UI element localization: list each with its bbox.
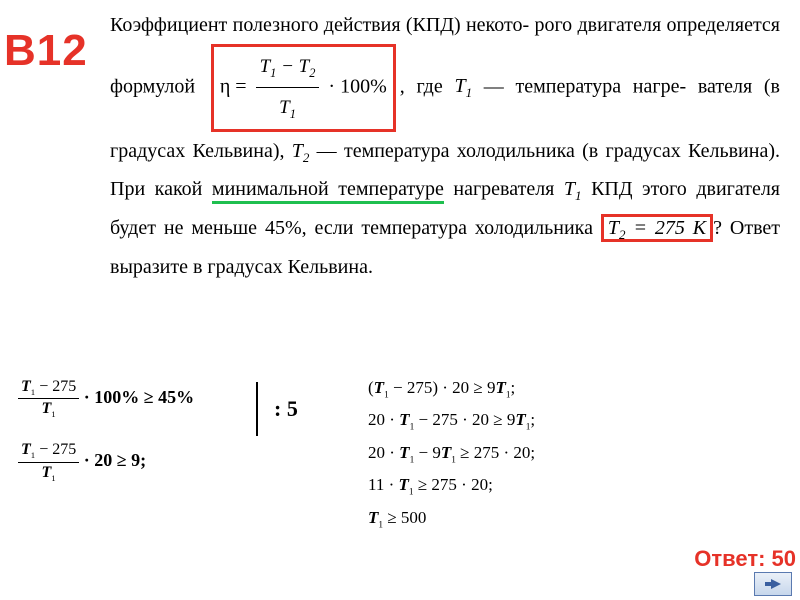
ineq-text: · 100% ≥ 45% (84, 387, 194, 407)
solution-step: T1 − 275 T1 · 20 ≥ 9; (18, 441, 248, 482)
task-number: В12 (4, 26, 88, 76)
problem-text-part: ? Ответ (713, 217, 780, 239)
formula-tail: · 100% (328, 75, 386, 97)
eta-equals: η = (220, 75, 247, 97)
formula-fraction: T1 − T2 T1 (256, 49, 320, 127)
t2-value-box: T2 = 275 К (601, 214, 713, 242)
divide-by-5: : 5 (274, 396, 298, 422)
arrow-right-icon (763, 577, 783, 591)
answer-label: Ответ: 50 (694, 546, 796, 572)
problem-text-part: нагревателя (444, 178, 564, 200)
solution-step: 11 · T1 ≥ 275 · 20; (368, 475, 718, 497)
solution-right-column: (T1 − 275) · 20 ≥ 9T1; 20 · T1 − 275 · 2… (368, 378, 718, 540)
problem-text-part: , где (400, 75, 455, 97)
ineq-text: · 20 ≥ 9; (84, 450, 146, 470)
solution-step: (T1 − 275) · 20 ≥ 9T1; (368, 378, 718, 400)
solution-left-column: T1 − 275 T1 · 100% ≥ 45% T1 − 275 T1 · 2… (18, 378, 248, 505)
solution-step: T1 ≥ 500 (368, 508, 718, 530)
next-slide-button[interactable] (754, 572, 792, 596)
t2-symbol: T2 (292, 140, 310, 162)
underlined-phrase: минимальной температуре (212, 178, 444, 204)
task-number-text: В12 (4, 26, 88, 75)
problem-text-part: КПД (582, 178, 633, 200)
vertical-divider (256, 382, 258, 436)
problem-text-part: — температура нагре- (472, 75, 686, 97)
t1-symbol: T1 (564, 178, 582, 200)
fraction: T1 − 275 T1 (18, 441, 79, 482)
problem-line: температура холодильника (361, 217, 600, 239)
solution-step: T1 − 275 T1 · 100% ≥ 45% (18, 378, 248, 419)
percent-value: 45% (265, 217, 302, 239)
problem-line: выразите в градусах Кельвина. (110, 256, 373, 278)
problem-text-part: — температура (309, 140, 449, 162)
fraction: T1 − 275 T1 (18, 378, 79, 419)
solution-step: 20 · T1 − 9T1 ≥ 275 · 20; (368, 443, 718, 465)
problem-text-part: , если (302, 217, 354, 239)
efficiency-formula-box: η = T1 − T2 T1 · 100% (211, 44, 396, 132)
solution-step: 20 · T1 − 275 · 20 ≥ 9T1; (368, 410, 718, 432)
problem-statement: Коэффициент полезного действия (КПД) нек… (110, 6, 780, 286)
problem-line: Коэффициент полезного действия (КПД) нек… (110, 14, 529, 36)
t1-symbol: T1 (454, 75, 472, 97)
answer-text: Ответ: 50 (694, 546, 796, 571)
